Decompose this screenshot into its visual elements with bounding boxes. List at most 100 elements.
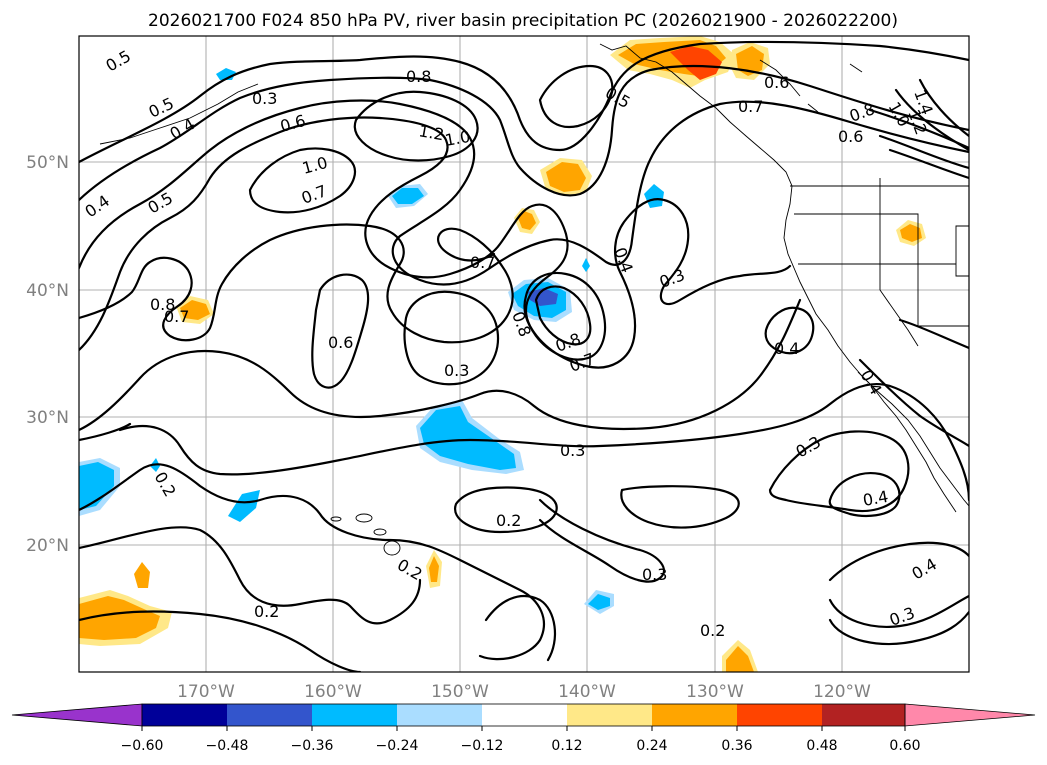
pv-contour — [538, 64, 614, 129]
contour-label: 0.6 — [764, 73, 789, 92]
lon-tick-label: 170°W — [177, 682, 235, 702]
lon-tick-label: 120°W — [813, 682, 871, 702]
coast-aleutians — [99, 83, 259, 145]
colorbar-tick-label: 0.48 — [806, 738, 837, 754]
contour-label: 0.7 — [164, 307, 189, 326]
precip-patch-blue-a — [228, 490, 260, 522]
colorbar-ticks — [141, 726, 906, 731]
contour-label: 0.4 — [861, 487, 889, 510]
state-border-4 — [879, 264, 919, 347]
lat-tick-labels: 50°N 40°N 30°N 20°N — [26, 153, 69, 556]
colorbar-extend-low — [11, 703, 143, 727]
colorbar: −0.60 −0.48 −0.36 −0.24 −0.12 0.12 0.24 … — [11, 703, 1036, 754]
colorbar-segment — [482, 704, 567, 726]
precip-patch-w38-core — [180, 300, 210, 320]
contour-label: 0.3 — [560, 441, 585, 460]
colorbar-segment — [567, 704, 652, 726]
map-background — [79, 36, 969, 672]
contour-label: 0.4 — [774, 339, 799, 358]
pv-contour — [79, 116, 792, 369]
colorbar-segment — [822, 704, 905, 726]
coast-bc-islands — [759, 59, 863, 113]
lon-tick-label: 140°W — [558, 682, 616, 702]
contour-label: 0.3 — [252, 89, 277, 108]
precip-patch-s1-core — [429, 556, 439, 582]
contour-label: 1.2 — [417, 121, 445, 144]
colorbar-frame — [141, 703, 906, 727]
pv-contour — [764, 306, 815, 355]
pv-contour — [828, 594, 969, 628]
state-border-3 — [879, 178, 919, 264]
contour-label: 0.6 — [838, 127, 863, 146]
precip-patch-blue-w-core — [79, 462, 114, 510]
precip-patch-blue-b-core — [392, 188, 424, 204]
pv-contour — [484, 595, 556, 662]
pv-contour — [79, 610, 362, 672]
colorbar-extend-high — [904, 703, 1036, 727]
pv-contour — [918, 78, 969, 138]
colorbar-tick-label: 0.12 — [551, 738, 582, 754]
lat-tick-label: 20°N — [26, 536, 69, 556]
contour-label: 0.2 — [496, 511, 521, 530]
pv-contour — [858, 358, 969, 448]
colorbar-tick-label: 0.36 — [721, 738, 752, 754]
pv-contour — [79, 40, 969, 164]
colorbar-segment — [142, 704, 227, 726]
precip-patch-bc-coast-max — [670, 46, 722, 80]
gridlines — [79, 36, 969, 672]
contour-label: 0.2 — [254, 602, 279, 621]
contour-label: 0.3 — [642, 565, 667, 584]
colorbar-tick-label: 0.24 — [636, 738, 667, 754]
coast-north-america — [599, 43, 969, 507]
pv-contour — [878, 134, 969, 170]
contour-label: 0.7 — [738, 97, 763, 116]
pv-contour — [894, 88, 969, 152]
pv-contours — [79, 40, 969, 672]
precip-patch-blue-30n-core — [420, 406, 516, 470]
pv-contour — [79, 526, 422, 625]
colorbar-segment — [737, 704, 822, 726]
precip-patch-mid1-core — [518, 211, 536, 230]
map-frame — [78, 35, 970, 673]
colorbar-tick-label: 0.60 — [889, 738, 920, 754]
lat-tick-label: 40°N — [26, 281, 69, 301]
contour-label: 0.2 — [700, 621, 725, 640]
pv-contour — [828, 541, 969, 582]
colorbar-tick-label: −0.48 — [206, 738, 249, 754]
colorbar-tick-labels: −0.60 −0.48 −0.36 −0.24 −0.12 0.12 0.24 … — [121, 738, 921, 754]
pv-contour — [403, 290, 500, 386]
pv-contour — [79, 298, 802, 432]
contour-label: 0.7 — [470, 253, 495, 272]
pv-contour — [828, 472, 901, 517]
colorbar-tick-label: −0.36 — [291, 738, 334, 754]
precip-patch-goa-core — [546, 162, 586, 192]
pv-contour — [538, 498, 665, 583]
colorbar-tick-label: −0.24 — [376, 738, 419, 754]
map-panel: 0.5 0.5 0.4 0.3 0.8 0.6 1.2 1.0 1.0 0.7 … — [78, 35, 970, 673]
coastlines — [99, 43, 969, 556]
pv-contour — [888, 148, 969, 180]
lat-tick-label: 30°N — [26, 408, 69, 428]
precip-patch-sw2 — [134, 562, 150, 588]
pv-contour — [768, 430, 910, 513]
coast-baja — [857, 371, 957, 513]
pv-contour — [828, 610, 969, 646]
state-border-6 — [955, 225, 969, 277]
lon-tick-labels: 170°W 160°W 150°W 140°W 130°W 120°W — [177, 682, 871, 702]
lon-tick-label: 150°W — [431, 682, 489, 702]
precip-patch-blue-c — [644, 184, 664, 208]
pv-contour — [523, 271, 607, 361]
precip-patch-interior-core — [900, 224, 922, 242]
pv-contour — [79, 64, 969, 202]
precip-patch-blue-d-core — [588, 594, 610, 610]
pv-contour — [534, 285, 592, 346]
contour-label: 0.8 — [150, 295, 175, 314]
precip-patch-nbc-core — [736, 46, 764, 76]
contour-label: 0.3 — [444, 361, 469, 380]
contour-label: 0.8 — [406, 67, 431, 86]
pv-contour — [248, 147, 357, 214]
precip-patch-s2-core — [726, 646, 754, 672]
pv-contour — [311, 273, 370, 389]
lat-tick-label: 50°N — [26, 153, 69, 173]
